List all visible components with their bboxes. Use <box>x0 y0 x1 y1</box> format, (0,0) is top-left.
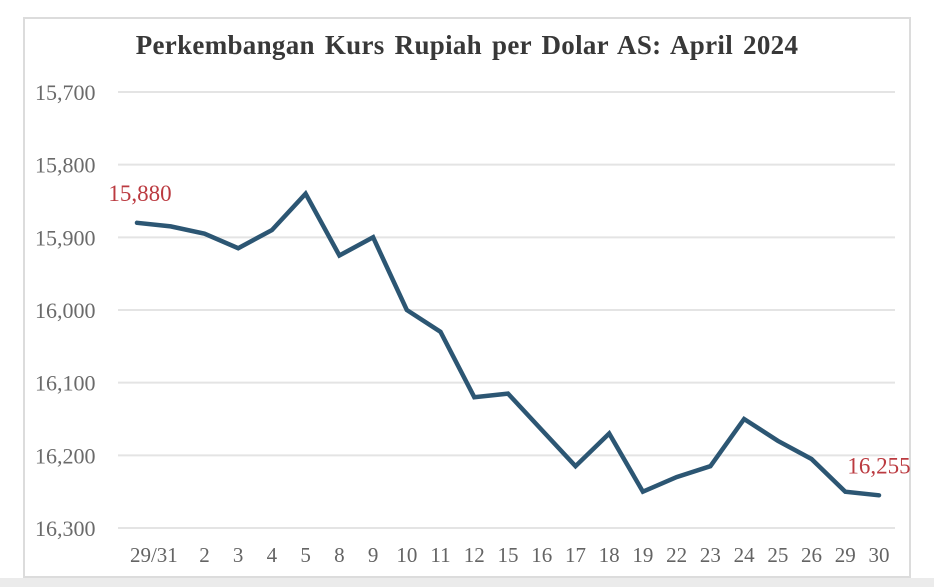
x-tick-label: 25 <box>767 543 788 567</box>
bottom-strip <box>0 578 934 587</box>
y-tick-label: 16,100 <box>35 371 96 396</box>
x-tick-label: 5 <box>300 543 311 567</box>
x-tick-label: 17 <box>565 543 586 567</box>
x-tick-label: 29/31 <box>130 543 178 567</box>
x-tick-label: 16 <box>531 543 552 567</box>
x-tick-label: 11 <box>430 543 450 567</box>
x-tick-label: 12 <box>464 543 485 567</box>
chart-frame <box>23 17 911 578</box>
x-tick-label: 8 <box>334 543 345 567</box>
x-tick-label: 24 <box>734 543 756 567</box>
y-tick-label: 16,200 <box>35 443 96 468</box>
y-tick-label: 15,800 <box>35 153 96 178</box>
x-tick-label: 19 <box>632 543 653 567</box>
x-tick-label: 10 <box>396 543 417 567</box>
y-tick-label: 15,700 <box>35 80 96 105</box>
y-tick-label: 16,300 <box>35 516 96 541</box>
y-tick-label: 16,000 <box>35 298 96 323</box>
x-tick-label: 18 <box>599 543 620 567</box>
y-tick-label: 15,900 <box>35 225 96 250</box>
annotation-start-value: 15,880 <box>108 181 171 206</box>
x-tick-label: 30 <box>869 543 890 567</box>
x-tick-label: 2 <box>199 543 210 567</box>
exchange-rate-line <box>134 189 882 498</box>
x-tick-label: 23 <box>700 543 721 567</box>
x-tick-label: 15 <box>498 543 519 567</box>
x-tick-label: 22 <box>666 543 687 567</box>
x-tick-label: 29 <box>835 543 856 567</box>
annotation-end-value: 16,255 <box>847 453 910 478</box>
x-tick-label: 4 <box>267 543 278 567</box>
x-tick-label: 26 <box>801 543 822 567</box>
chart-title: Perkembangan Kurs Rupiah per Dolar AS: A… <box>135 30 799 60</box>
x-tick-label: 9 <box>368 543 379 567</box>
x-tick-label: 3 <box>233 543 244 567</box>
